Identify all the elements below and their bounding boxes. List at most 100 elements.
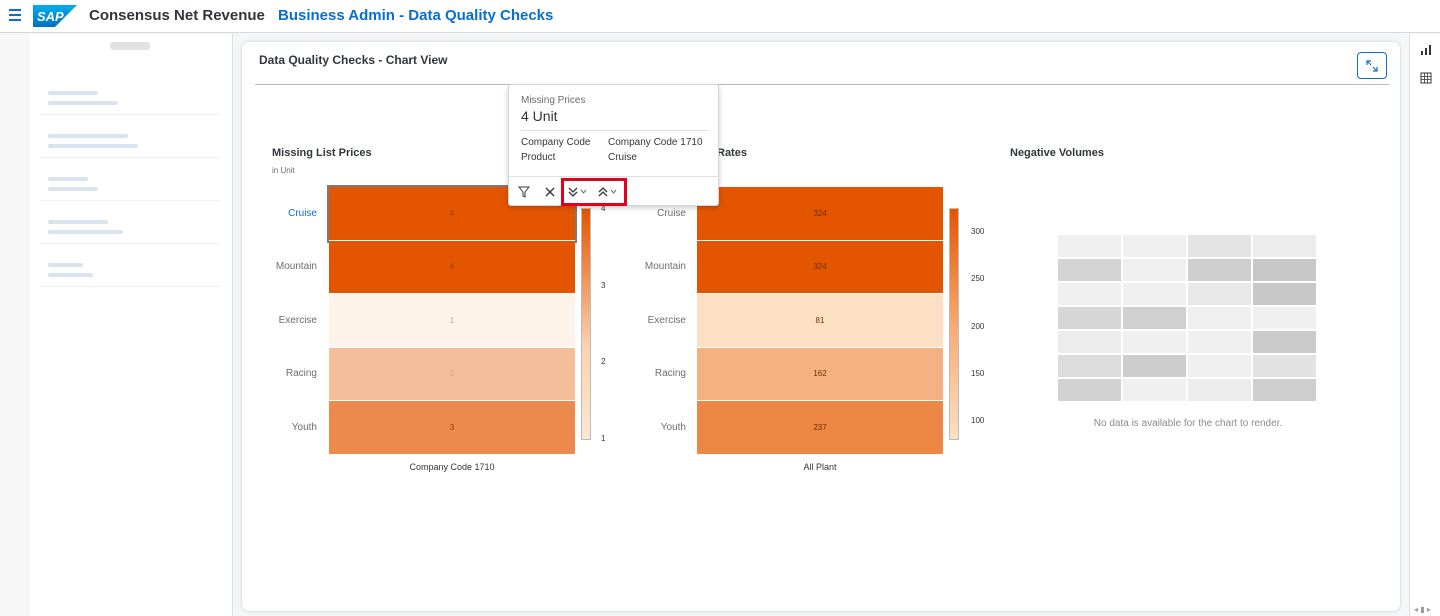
placeholder-cell	[1058, 379, 1121, 401]
row-label[interactable]: Exercise	[647, 314, 686, 326]
popover-dim-label: Company Code	[521, 137, 591, 148]
nav-item[interactable]	[40, 208, 220, 244]
color-legend-rates	[949, 208, 959, 440]
placeholder-cell	[1253, 355, 1316, 377]
placeholder-cell	[1188, 259, 1251, 281]
color-legend-missing-prices	[581, 208, 591, 440]
legend-tick-label: 4	[601, 204, 606, 213]
fullscreen-button[interactable]	[1357, 52, 1387, 79]
legend-tick-label: 100	[971, 416, 985, 425]
drill-up-icon	[598, 187, 617, 197]
row-label[interactable]: Mountain	[275, 261, 317, 273]
placeholder-cell	[1123, 331, 1186, 353]
legend-tick-label: 3	[601, 281, 606, 290]
shell-bar: SAP Consensus Net Revenue Business Admin…	[0, 0, 1440, 33]
legend-tick-label: 200	[971, 322, 985, 331]
placeholder-cell	[1058, 355, 1121, 377]
placeholder-cell	[1123, 307, 1186, 329]
nav-header-placeholder	[110, 42, 150, 50]
popover-toolbar	[509, 176, 718, 206]
filter-icon	[518, 186, 530, 198]
row-label[interactable]: Youth	[291, 421, 317, 433]
placeholder-cell	[1058, 283, 1121, 305]
placeholder-cell	[1058, 307, 1121, 329]
nav-item[interactable]	[40, 165, 220, 201]
popover-dim-value: Cruise	[608, 152, 637, 163]
svg-text:SAP: SAP	[37, 9, 64, 24]
chart-card: Data Quality Checks - Chart View Missing…	[241, 41, 1401, 612]
row-label[interactable]: Racing	[654, 368, 686, 380]
placeholder-cell	[1058, 331, 1121, 353]
heatmap-cell[interactable]: 1	[329, 294, 575, 348]
placeholder-cell	[1188, 235, 1251, 257]
heatmap-cell[interactable]: 324	[697, 240, 943, 294]
row-label[interactable]: Racing	[285, 368, 317, 380]
x-label-company-code: Company Code 1710	[409, 462, 495, 472]
right-side-toolbar	[1409, 34, 1440, 616]
heatmap-cell[interactable]: 162	[697, 347, 943, 401]
placeholder-cell	[1253, 307, 1316, 329]
popover-measure-name: Missing Prices	[521, 95, 586, 106]
close-icon	[545, 187, 555, 197]
row-label[interactable]: Mountain	[644, 261, 686, 273]
chart-title-negative-volumes: Negative Volumes	[1010, 147, 1104, 159]
placeholder-cell	[1188, 331, 1251, 353]
drill-down-button[interactable]	[568, 183, 588, 201]
popover-dim-value: Company Code 1710	[608, 137, 703, 148]
placeholder-cell	[1188, 283, 1251, 305]
no-data-message: No data is available for the chart to re…	[1093, 418, 1283, 429]
page-heading: Business Admin - Data Quality Checks	[278, 7, 554, 24]
nav-item[interactable]	[40, 122, 220, 158]
placeholder-cell	[1253, 235, 1316, 257]
sap-logo[interactable]: SAP	[33, 5, 77, 27]
placeholder-cell	[1253, 379, 1316, 401]
legend-tick-label: 250	[971, 274, 985, 283]
row-label[interactable]: Youth	[660, 421, 686, 433]
close-button[interactable]	[545, 183, 555, 201]
chart-icon[interactable]	[1420, 44, 1432, 56]
popover-measure-value: 4 Unit	[521, 108, 558, 124]
nav-item[interactable]	[40, 79, 220, 115]
horizontal-scroll-arrows[interactable]: ◂ ▮ ▸	[1414, 605, 1431, 614]
heatmap-cell[interactable]: 2	[329, 347, 575, 401]
nav-gutter	[0, 34, 30, 616]
popover-dim-label: Product	[521, 152, 556, 163]
legend-tick-label: 300	[971, 227, 985, 236]
chart-title-missing-list-prices: Missing List Prices	[272, 147, 372, 159]
table-icon[interactable]	[1420, 72, 1432, 84]
drill-up-button[interactable]	[598, 183, 618, 201]
placeholder-cell	[1123, 379, 1186, 401]
placeholder-cell	[1253, 259, 1316, 281]
highlight-box	[561, 178, 627, 206]
menu-icon[interactable]	[9, 9, 21, 21]
heatmap-cell[interactable]: 237	[697, 401, 943, 455]
placeholder-cell	[1253, 283, 1316, 305]
placeholder-cell	[1188, 355, 1251, 377]
placeholder-cell	[1058, 235, 1121, 257]
heatmap-cell[interactable]: 81	[697, 294, 943, 348]
row-label[interactable]: Cruise	[288, 207, 317, 219]
legend-tick-label: 150	[971, 369, 985, 378]
row-label[interactable]: Exercise	[278, 314, 317, 326]
x-label-all-plant: All Plant	[803, 462, 837, 472]
row-label[interactable]: Cruise	[657, 207, 686, 219]
heatmap-cell[interactable]: 324	[697, 187, 943, 241]
placeholder-cell	[1253, 331, 1316, 353]
data-point-popover: Missing Prices 4 Unit Company Code Compa…	[508, 84, 719, 206]
placeholder-cell	[1188, 379, 1251, 401]
popover-separator	[521, 130, 709, 131]
drill-down-icon	[568, 187, 587, 197]
placeholder-cell	[1123, 235, 1186, 257]
app-title: Consensus Net Revenue	[89, 7, 265, 24]
placeholder-cell	[1058, 259, 1121, 281]
navigation-pane	[0, 34, 233, 616]
heatmap-cell[interactable]: 4	[329, 240, 575, 294]
nav-item[interactable]	[40, 251, 220, 287]
fullscreen-icon	[1366, 59, 1378, 72]
chart-title-rates: Rates	[717, 147, 747, 159]
placeholder-cell	[1188, 307, 1251, 329]
filter-button[interactable]	[518, 183, 530, 201]
legend-tick-label: 2	[601, 357, 606, 366]
legend-tick-label: 1	[601, 434, 606, 443]
heatmap-cell[interactable]: 3	[329, 401, 575, 455]
